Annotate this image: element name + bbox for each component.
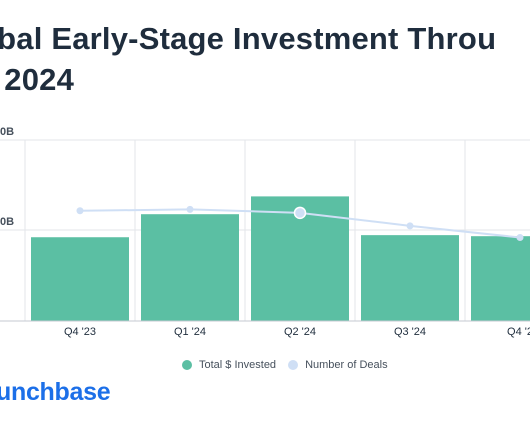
legend-label-invested: Total $ Invested — [199, 359, 277, 371]
x-tick-label: Q4 '2 — [507, 326, 530, 338]
legend-label-deals: Number of Deals — [305, 359, 388, 371]
bar-series — [31, 196, 530, 321]
chart-legend: Total $ Invested Number of Deals — [182, 357, 400, 373]
deals-point-0 — [76, 207, 84, 215]
deals-point-2 — [293, 206, 307, 220]
x-tick-label: Q1 '24 — [174, 326, 206, 338]
legend-swatch-deals — [288, 360, 299, 370]
chart-title-line-1: obal Early-Stage Investment Throu — [0, 21, 497, 56]
y-axis-ticks: 0B 0B — [0, 126, 14, 228]
deals-point-4 — [516, 233, 524, 241]
x-axis: Q4 '23 Q1 '24 Q2 '24 Q3 '24 Q4 '2 — [0, 320, 530, 338]
chart-title: obal Early-Stage Investment Throu 4 2024 — [0, 18, 530, 100]
deals-point-1 — [186, 205, 194, 213]
bar-3 — [361, 235, 459, 321]
legend-swatch-invested — [182, 360, 192, 370]
bar-1 — [141, 214, 239, 321]
chart-plot: Q4 '23 Q1 '24 Q2 '24 Q3 '24 Q4 '2 0B 0B — [0, 126, 530, 338]
deals-line-series — [76, 205, 524, 241]
legend-item-invested: Total $ Invested — [182, 359, 276, 371]
x-tick-label: Q2 '24 — [284, 326, 316, 338]
x-tick-label: Q4 '23 — [64, 326, 96, 338]
y-tick-label: 0B — [0, 126, 14, 138]
bar-0 — [31, 237, 129, 321]
x-tick-label: Q3 '24 — [394, 326, 426, 338]
y-tick-label: 0B — [0, 216, 14, 228]
chart-title-line-2: 4 2024 — [0, 62, 75, 97]
bar-4 — [471, 236, 530, 321]
deals-point-3 — [406, 222, 414, 230]
legend-item-deals: Number of Deals — [288, 359, 388, 371]
crunchbase-logo: unchbase — [0, 378, 111, 406]
